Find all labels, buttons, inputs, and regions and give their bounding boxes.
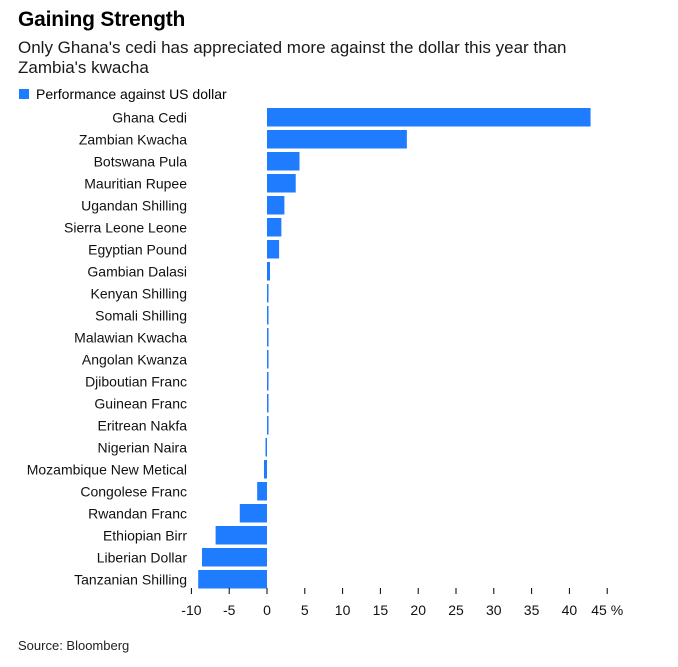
category-label: Congolese Franc [80,483,187,499]
category-label: Ghana Cedi [112,109,187,125]
bar [267,328,269,347]
x-tick-label: 10 [335,602,351,618]
bar [267,152,300,171]
category-label: Botswana Pula [94,153,188,169]
category-label: Liberian Dollar [97,549,188,565]
chart-title: Gaining Strength [18,8,186,31]
category-label: Mauritian Rupee [84,175,187,191]
x-tick-label: 0 [263,602,271,618]
category-label: Eritrean Nakfa [98,417,188,433]
bar [263,460,267,479]
category-label: Egyptian Pound [88,241,187,257]
category-label: Guinean Franc [94,395,187,411]
category-label: Sierra Leone Leone [64,219,187,235]
x-tick-label: -10 [181,602,201,618]
category-label: Somali Shilling [95,307,187,323]
bar [267,196,285,215]
bar [267,108,591,127]
x-tick-label: 25 [448,602,464,618]
x-tick-label: 5 [301,602,309,618]
bar [267,350,269,369]
bar [267,174,296,193]
x-tick-label: 15 [373,602,389,618]
bar [265,438,267,457]
category-label: Nigerian Naira [98,439,188,455]
bar [257,482,267,501]
category-label: Ethiopian Birr [103,527,187,543]
bar [201,548,267,567]
bar [267,394,269,413]
bar [267,130,407,149]
legend-label: Performance against US dollar [36,86,227,102]
x-tick-label: 40 [562,602,578,618]
x-tick-label: 35 [524,602,540,618]
category-label: Kenyan Shilling [90,285,187,301]
legend: Performance against US dollar [19,86,227,102]
bar [267,416,269,435]
source-note: Source: Bloomberg [18,638,130,653]
category-label: Rwandan Franc [88,505,187,521]
bar [267,306,269,325]
category-label: Gambian Dalasi [87,263,187,279]
chart-subtitle: Only Ghana's cedi has appreciated more a… [18,38,567,77]
category-label: Mozambique New Metical [27,461,187,477]
x-tick-label: -5 [223,602,236,618]
bar [267,218,282,237]
bar [198,570,267,589]
category-label: Malawian Kwacha [74,329,187,345]
bar [267,284,269,303]
legend-swatch [19,89,29,99]
category-label: Angolan Kwanza [82,351,187,367]
x-tick-label: 45 % [591,602,623,618]
category-label: Ugandan Shilling [81,197,187,213]
bar [215,526,267,545]
bar [267,262,271,281]
bar [267,240,280,259]
bar [239,504,267,523]
x-tick-label: 20 [410,602,426,618]
category-label: Djiboutian Franc [85,373,187,389]
category-label: Zambian Kwacha [79,131,187,147]
bar [267,372,269,391]
x-tick-label: 30 [486,602,502,618]
category-label: Tanzanian Shilling [74,571,187,587]
